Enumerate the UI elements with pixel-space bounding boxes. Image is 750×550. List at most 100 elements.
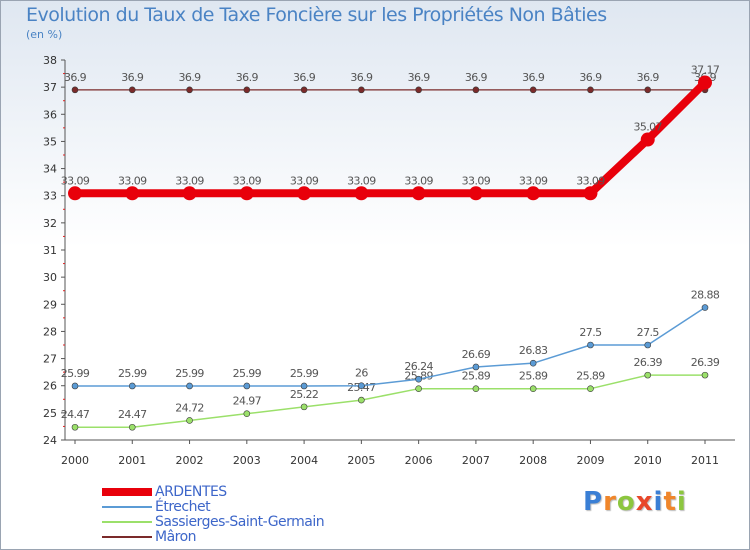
logo-letter: t [663, 487, 677, 517]
legend-swatch [102, 506, 152, 508]
series-0: 33.09 33.09 33.09 33.09 33.09 33.09 33.09 33.09… [61, 64, 720, 201]
data-point [300, 382, 308, 390]
series-3: 36.9 36.9 36.9 36.9 36.9 36.9 36.9 36.9 36.9 36.9… [64, 71, 717, 94]
data-point [472, 86, 480, 94]
data-point [186, 417, 193, 424]
data-point [128, 382, 136, 390]
data-point [128, 86, 136, 94]
data-label: 36.9 [236, 71, 259, 84]
x-tick-label: 2005 [347, 454, 375, 467]
data-label: 36.9 [522, 71, 545, 84]
series-1: 25.99 25.99 25.99 25.99 25.99 26 26.24 26.69 26.… [61, 289, 720, 390]
x-tick-label: 2001 [118, 454, 146, 467]
data-label: 33.09 [462, 174, 491, 187]
data-point [239, 186, 254, 201]
data-point [529, 86, 537, 94]
data-point [526, 186, 541, 201]
legend-swatch [102, 488, 152, 496]
y-tick-label: 37 [43, 81, 57, 94]
data-label: 36.9 [64, 71, 87, 84]
legend-swatch [102, 521, 152, 523]
data-label: 33.09 [290, 174, 319, 187]
data-label: 33.09 [175, 174, 204, 187]
data-label: 26.39 [633, 356, 662, 369]
series-line [75, 374, 705, 428]
data-point [468, 186, 483, 201]
x-tick-label: 2000 [61, 454, 89, 467]
data-label: 25.89 [462, 370, 491, 383]
data-label: 33.09 [404, 174, 433, 187]
legend-label: Mâron [155, 529, 197, 545]
y-tick-label: 25 [43, 407, 57, 420]
data-point [701, 371, 709, 379]
data-point [125, 186, 140, 201]
x-tick-label: 2004 [290, 454, 318, 467]
data-label: 27.5 [579, 326, 602, 339]
data-point [358, 396, 365, 404]
data-point [415, 375, 422, 383]
y-tick-label: 28 [43, 325, 57, 338]
x-tick-label: 2011 [691, 454, 719, 467]
y-tick-label: 33 [43, 190, 57, 203]
data-point [644, 341, 652, 349]
data-label: 36.9 [408, 71, 431, 84]
data-label: 26.69 [462, 348, 491, 361]
data-label: 25.89 [519, 370, 548, 383]
data-label: 24.47 [118, 408, 147, 421]
data-point [128, 423, 136, 431]
y-tick-label: 24 [43, 434, 57, 447]
data-point [587, 385, 594, 393]
y-tick-label: 26 [43, 380, 57, 393]
data-label: 25.99 [233, 367, 262, 380]
data-point [587, 341, 594, 349]
legend-label: Sassierges-Saint-Germain [155, 514, 325, 530]
data-point [411, 186, 426, 201]
y-tick-label: 35 [43, 135, 57, 148]
data-label: 33.09 [61, 174, 90, 187]
logo-letter: o [616, 487, 636, 517]
data-point [644, 371, 652, 379]
data-label: 33.09 [118, 174, 147, 187]
data-label: 37.17 [691, 64, 720, 77]
x-tick-label: 2010 [634, 454, 662, 467]
y-tick-label: 27 [43, 353, 57, 366]
data-point [587, 86, 594, 94]
legend-label: ARDENTES [155, 484, 227, 500]
data-label: 25.22 [290, 388, 319, 401]
data-point [698, 75, 712, 90]
x-tick-label: 2009 [576, 454, 604, 467]
data-point [529, 385, 537, 393]
data-point [243, 382, 251, 390]
logo-letter: P [583, 487, 604, 517]
y-axis-unit: (en %) [26, 28, 63, 41]
x-tick-label: 2007 [462, 454, 490, 467]
data-label: 25.89 [576, 370, 605, 383]
data-point [415, 86, 422, 94]
legend-label: Étrechet [155, 499, 211, 515]
data-point [71, 423, 79, 431]
data-label: 36.9 [350, 71, 373, 84]
data-point [644, 86, 652, 94]
logo-letter: i [653, 487, 664, 517]
y-tick-label: 36 [43, 108, 57, 121]
data-point [243, 410, 251, 417]
data-point [182, 186, 197, 201]
logo-letter: r [603, 487, 617, 517]
logo-letter: x [635, 487, 654, 517]
x-tick-label: 2006 [405, 454, 433, 467]
data-label: 26.24 [404, 360, 433, 373]
data-point [71, 382, 79, 390]
data-label: 27.5 [637, 326, 660, 339]
y-tick-label: 29 [43, 298, 57, 311]
data-label: 36.9 [579, 71, 602, 84]
data-label: 28.88 [691, 289, 720, 302]
y-tick-label: 32 [43, 217, 57, 230]
y-tick-label: 31 [43, 244, 57, 257]
data-point [701, 304, 709, 311]
data-point [354, 186, 369, 201]
data-label: 33.09 [576, 174, 605, 187]
data-label: 33.09 [519, 174, 548, 187]
data-point [297, 186, 312, 201]
y-tick-label: 30 [43, 271, 57, 284]
data-point [640, 132, 655, 147]
